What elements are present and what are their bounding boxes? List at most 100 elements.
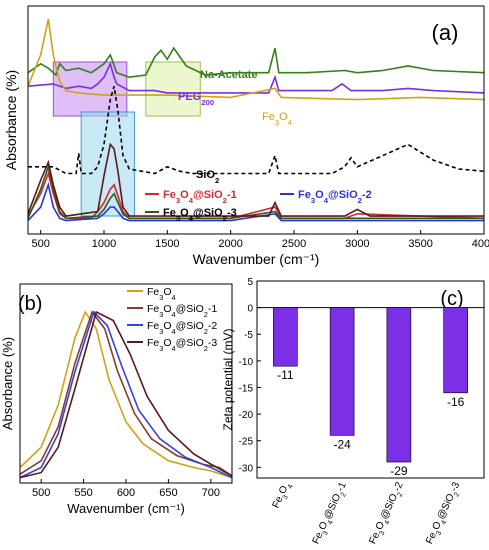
y-tick-label: 5 bbox=[247, 277, 253, 288]
legend-label: Fe3O4@SiO2-1 bbox=[147, 303, 217, 319]
series-line bbox=[27, 61, 485, 94]
x-tick-label: 600 bbox=[117, 487, 135, 499]
formula-part: 2 bbox=[453, 491, 461, 498]
formula-part: 3 bbox=[311, 196, 315, 205]
x-tick-label: 2500 bbox=[282, 238, 306, 250]
y-tick-label: -30 bbox=[239, 463, 254, 474]
formula-part: 2 bbox=[339, 491, 347, 498]
formula-part: Fe bbox=[367, 530, 382, 546]
formula-part: O bbox=[180, 189, 189, 201]
x-tick-label: 550 bbox=[74, 487, 92, 499]
formula-part: Fe bbox=[147, 337, 159, 349]
formula-part: Na-Acetate bbox=[200, 69, 257, 81]
legend-label: Fe3O4 bbox=[147, 286, 176, 302]
formula-part: @SiO bbox=[193, 207, 223, 219]
formula-part: 2 bbox=[366, 189, 372, 201]
x-tick-label: 3500 bbox=[408, 238, 432, 250]
formula-part: O bbox=[180, 207, 189, 219]
formula-part: 4 bbox=[440, 519, 448, 526]
plot-frame bbox=[256, 280, 485, 479]
bar-value-label: -16 bbox=[447, 395, 465, 409]
formula-part: 2 bbox=[215, 176, 219, 185]
y-axis-label: Absorbance (%) bbox=[3, 70, 19, 170]
formula-part: 3 bbox=[176, 196, 180, 205]
series-line bbox=[28, 85, 485, 175]
formula-part: 4 bbox=[324, 196, 329, 205]
x-axis-label: Wavenumber (cm⁻¹) bbox=[193, 251, 320, 267]
x-tick-label: 500 bbox=[32, 487, 50, 499]
formula-part: 3 bbox=[159, 293, 163, 302]
formula-part: 3 bbox=[275, 118, 279, 127]
series-line bbox=[19, 310, 233, 479]
formula-part: 3 bbox=[176, 214, 180, 223]
formula-part: 4 bbox=[189, 196, 194, 205]
bar bbox=[386, 307, 412, 463]
formula-part: @SiO bbox=[176, 337, 204, 349]
series-line bbox=[27, 170, 485, 220]
formula-part: 4 bbox=[286, 483, 294, 490]
formula-part: @SiO bbox=[176, 303, 204, 315]
x-category-label: Fe3O4@SiO2-3 bbox=[424, 480, 465, 547]
formula-part: 4 bbox=[172, 310, 176, 319]
legend-label: Fe3O4@SiO2-2 bbox=[298, 189, 372, 205]
x-tick-label: 500 bbox=[31, 238, 49, 250]
bar-value-label: -11 bbox=[277, 368, 294, 382]
panel-c: 5 0 -5 -10 -15 -20 -25 -30 Zeta potential (mV) (c… bbox=[221, 277, 485, 547]
formula-part: Fe bbox=[311, 530, 326, 546]
formula-part: 3 bbox=[450, 480, 463, 490]
legend-label: Fe3O4@SiO2-2 bbox=[147, 320, 217, 336]
x-tick-label: 1500 bbox=[155, 238, 179, 250]
formula-part: PEG bbox=[178, 91, 201, 103]
x-category-label: Fe3O4@SiO2-2 bbox=[367, 480, 408, 547]
y-tick-label: -25 bbox=[239, 437, 254, 448]
formula-part: Fe bbox=[163, 189, 176, 201]
formula-part: O bbox=[277, 484, 290, 496]
formula-part: O bbox=[163, 286, 171, 298]
bar-value-label: -29 bbox=[390, 464, 408, 478]
x-axis-label: Wavenumber (cm⁻¹) bbox=[67, 501, 185, 516]
x-tick-label: 700 bbox=[202, 487, 220, 499]
bar bbox=[329, 307, 355, 436]
formula-part: @SiO bbox=[176, 320, 204, 332]
series-line bbox=[27, 142, 484, 217]
legend-label: Fe3O4@SiO2-3 bbox=[163, 207, 237, 223]
formula-part: 2 bbox=[223, 214, 227, 223]
formula-part: - bbox=[208, 337, 212, 349]
series-line bbox=[27, 18, 485, 101]
bar bbox=[443, 307, 468, 394]
formula-part: 2 bbox=[204, 344, 208, 353]
x-category-label: Fe3O4@SiO2-1 bbox=[311, 480, 352, 547]
formula-part: 4 bbox=[172, 293, 176, 302]
formula-part: 4 bbox=[172, 327, 176, 336]
formula-part: 1 bbox=[211, 303, 217, 315]
formula-part: 2 bbox=[204, 327, 208, 336]
formula-part: - bbox=[449, 486, 460, 494]
panel-label: (c) bbox=[440, 288, 463, 310]
plot-frame bbox=[27, 5, 485, 235]
formula-part: O bbox=[163, 320, 171, 332]
formula-part: O bbox=[279, 111, 288, 123]
formula-part: 3 bbox=[159, 327, 163, 336]
bar-value-label: -24 bbox=[333, 437, 351, 451]
formula-part: 3 bbox=[281, 494, 289, 501]
formula-part: 4 bbox=[383, 519, 391, 526]
formula-part: Fe bbox=[424, 530, 439, 546]
x-tick-label: 2000 bbox=[218, 238, 242, 250]
shaded-region bbox=[145, 61, 201, 117]
x-tick-label: 1000 bbox=[92, 238, 116, 250]
series-line bbox=[19, 310, 233, 479]
legend-label: Fe3O4@SiO2-3 bbox=[147, 337, 217, 353]
formula-part: O bbox=[374, 520, 387, 532]
series-label: Na-Acetate bbox=[200, 69, 257, 81]
x-tick-label: 650 bbox=[159, 487, 177, 499]
formula-part: Fe bbox=[147, 286, 159, 298]
formula-part: 3 bbox=[435, 530, 443, 537]
x-tick-label: 3000 bbox=[345, 238, 369, 250]
series-label: Fe3O4 bbox=[262, 111, 293, 127]
formula-part: - bbox=[208, 320, 212, 332]
series-line bbox=[19, 310, 233, 479]
formula-part: - bbox=[208, 303, 212, 315]
formula-part: - bbox=[227, 207, 231, 219]
formula-part: 4 bbox=[172, 344, 176, 353]
